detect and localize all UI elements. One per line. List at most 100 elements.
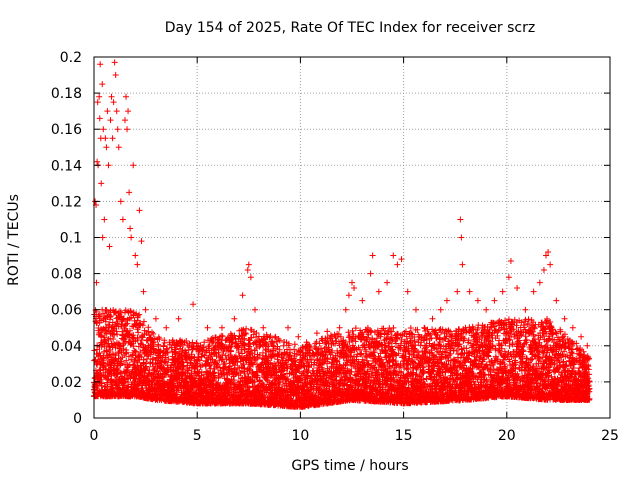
data-point bbox=[160, 364, 167, 371]
data-point bbox=[291, 341, 298, 348]
data-point bbox=[134, 312, 141, 319]
data-point bbox=[95, 324, 102, 331]
data-point bbox=[96, 349, 103, 356]
data-point bbox=[186, 388, 193, 395]
data-point bbox=[102, 318, 109, 325]
data-point bbox=[189, 339, 196, 346]
data-point bbox=[198, 354, 205, 361]
data-point bbox=[228, 343, 235, 350]
data-point bbox=[98, 380, 105, 387]
data-point bbox=[128, 371, 135, 378]
data-point bbox=[231, 362, 238, 369]
data-point bbox=[164, 349, 171, 356]
data-point bbox=[219, 333, 226, 340]
data-point bbox=[235, 343, 242, 350]
data-point bbox=[103, 348, 110, 355]
data-point bbox=[189, 385, 196, 392]
data-point bbox=[100, 362, 107, 369]
data-point bbox=[199, 344, 206, 351]
data-point bbox=[215, 374, 222, 381]
data-point bbox=[194, 360, 201, 367]
data-point bbox=[112, 376, 119, 383]
data-point bbox=[195, 349, 202, 356]
data-point bbox=[97, 376, 104, 383]
data-point bbox=[193, 340, 200, 347]
data-point bbox=[114, 331, 121, 338]
data-point bbox=[96, 311, 103, 318]
data-point bbox=[135, 329, 142, 336]
data-point bbox=[118, 360, 125, 367]
data-point bbox=[227, 348, 234, 355]
chart-title: Day 154 of 2025, Rate Of TEC Index for r… bbox=[165, 20, 535, 36]
data-point bbox=[183, 338, 190, 345]
data-point bbox=[106, 343, 113, 350]
data-point bbox=[106, 316, 113, 323]
data-point bbox=[128, 356, 135, 363]
data-point bbox=[199, 362, 206, 369]
data-point bbox=[200, 371, 207, 378]
data-point bbox=[229, 380, 236, 387]
data-point bbox=[142, 364, 149, 371]
data-point bbox=[161, 339, 168, 346]
data-point bbox=[179, 347, 186, 354]
data-point bbox=[98, 332, 105, 339]
data-point bbox=[127, 341, 134, 348]
data-point bbox=[206, 342, 213, 349]
data-point bbox=[126, 327, 133, 334]
data-point bbox=[107, 313, 114, 320]
data-point bbox=[140, 318, 147, 325]
data-point bbox=[171, 390, 178, 397]
data-point bbox=[200, 344, 207, 351]
data-point bbox=[114, 318, 121, 325]
data-point bbox=[154, 367, 161, 374]
data-point bbox=[113, 328, 120, 335]
data-point bbox=[174, 391, 181, 398]
data-point bbox=[118, 349, 125, 356]
data-point bbox=[123, 349, 130, 356]
data-point bbox=[406, 329, 413, 336]
data-point bbox=[179, 363, 186, 370]
data-point bbox=[139, 334, 146, 341]
data-point bbox=[145, 324, 152, 331]
data-point bbox=[165, 356, 172, 363]
data-point bbox=[345, 334, 352, 341]
data-points bbox=[90, 59, 593, 411]
data-point bbox=[134, 359, 141, 366]
data-point bbox=[123, 357, 130, 364]
data-point bbox=[111, 331, 118, 338]
data-point bbox=[113, 381, 120, 388]
data-point bbox=[102, 337, 109, 344]
data-point bbox=[231, 332, 238, 339]
data-point bbox=[136, 311, 143, 318]
data-point bbox=[172, 346, 179, 353]
data-point bbox=[196, 357, 203, 364]
data-point bbox=[201, 339, 208, 346]
data-point bbox=[122, 338, 129, 345]
data-point bbox=[160, 343, 167, 350]
data-point bbox=[116, 342, 123, 349]
data-point bbox=[163, 346, 170, 353]
data-point bbox=[94, 370, 101, 377]
data-point bbox=[117, 309, 124, 316]
data-point bbox=[150, 330, 157, 337]
data-point bbox=[291, 346, 298, 353]
data-point bbox=[139, 322, 146, 329]
data-point bbox=[390, 324, 397, 331]
data-point bbox=[180, 363, 187, 370]
data-point bbox=[149, 329, 156, 336]
data-point bbox=[189, 346, 196, 353]
data-point bbox=[143, 363, 150, 370]
data-point bbox=[124, 369, 131, 376]
data-point bbox=[231, 377, 238, 384]
data-point bbox=[234, 344, 241, 351]
data-point bbox=[276, 337, 283, 344]
data-point bbox=[210, 338, 217, 345]
data-point bbox=[368, 328, 375, 335]
data-point bbox=[156, 335, 163, 342]
data-point bbox=[144, 352, 151, 359]
data-point bbox=[125, 353, 132, 360]
data-point bbox=[130, 332, 137, 339]
data-point bbox=[183, 378, 190, 385]
data-point bbox=[267, 333, 274, 340]
